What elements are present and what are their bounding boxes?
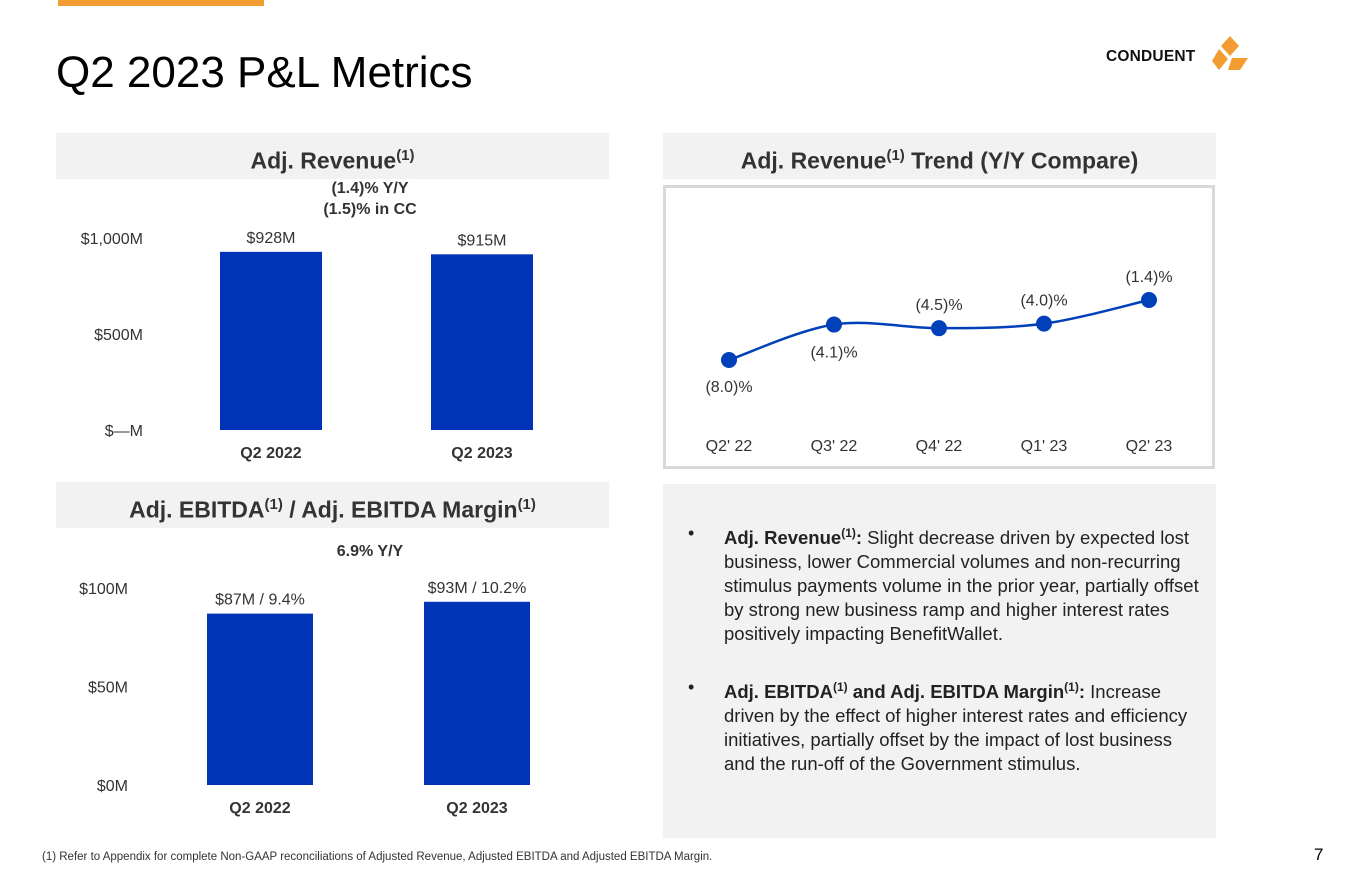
trend-heading-text: Adj. Revenue	[740, 147, 887, 174]
ebitda-category-label: Q2 2022	[229, 800, 290, 817]
trend-panel-heading: Adj. Revenue(1) Trend (Y/Y Compare)	[663, 133, 1216, 179]
bullet-revenue: Adj. Revenue(1): Slight decrease driven …	[688, 521, 1199, 646]
trend-heading-sup: (1)	[886, 147, 905, 164]
ebitda-ytick-label: $0M	[97, 778, 128, 795]
trend-category-label: Q3' 22	[811, 438, 858, 455]
trend-data-label: (4.5)%	[915, 297, 962, 314]
revenue-panel-heading: Adj. Revenue(1)	[56, 133, 609, 179]
trend-heading-rest: Trend (Y/Y Compare)	[904, 147, 1139, 174]
trend-data-point	[931, 320, 947, 337]
bullet-revenue-text: Slight decrease driven by expected lost …	[724, 527, 1199, 645]
revenue-yoy-line1: (1.4)% Y/Y	[331, 180, 409, 197]
bullet-revenue-label: Adj. Revenue(1):	[724, 526, 863, 549]
revenue-bar	[220, 251, 322, 430]
trend-data-point	[1036, 315, 1052, 332]
ebitda-bar-chart: $0M $50M $100M $87M / 9.4% Q2 2022 $93M / 10.…	[79, 580, 530, 817]
revenue-ytick-label: $—M	[105, 423, 143, 440]
ebitda-category-label: Q2 2023	[446, 800, 507, 817]
ebitda-bar	[207, 613, 313, 785]
ebitda-heading-sup-a: (1)	[264, 496, 283, 513]
trend-data-point	[721, 352, 737, 368]
trend-data-label: (4.0)%	[1020, 293, 1067, 310]
logo-mark-icon	[1212, 36, 1248, 70]
ebitda-bar	[424, 601, 530, 785]
trend-data-label: (4.1)%	[810, 345, 857, 362]
trend-data-point	[1141, 292, 1157, 308]
revenue-heading-sup: (1)	[396, 147, 415, 164]
revenue-heading-text: Adj. Revenue	[250, 147, 397, 174]
trend-data-label: (1.4)%	[1125, 269, 1172, 286]
trend-category-label: Q2' 22	[706, 438, 753, 455]
trend-data-point	[826, 316, 842, 333]
logo-wordmark: CONDUENT	[1106, 48, 1196, 65]
trend-category-label: Q1' 23	[1021, 438, 1068, 455]
page-title: Q2 2023 P&L Metrics	[56, 48, 473, 97]
revenue-trend-line-chart: (8.0)% Q2' 22 (4.1)% Q3' 22 (4.5)% Q4' 22 (4.0…	[663, 185, 1215, 469]
ebitda-data-label: $87M / 9.4%	[215, 592, 305, 609]
revenue-category-label: Q2 2023	[451, 445, 512, 462]
footnote: (1) Refer to Appendix for complete Non-G…	[42, 851, 713, 863]
top-accent-bar	[58, 0, 264, 6]
ebitda-ytick-label: $50M	[88, 680, 128, 697]
ebitda-yoy: 6.9% Y/Y	[336, 543, 404, 560]
revenue-bar	[431, 254, 533, 430]
ebitda-data-label: $93M / 10.2%	[428, 580, 527, 597]
bullet-ebitda: Adj. EBITDA(1) and Adj. EBITDA Margin(1)…	[688, 675, 1199, 776]
revenue-data-label: $928M	[247, 230, 296, 247]
revenue-data-label: $915M	[458, 232, 507, 249]
trend-category-label: Q4' 22	[916, 438, 963, 455]
conduent-logo: CONDUENT	[1104, 34, 1254, 76]
trend-category-label: Q2' 23	[1126, 438, 1173, 455]
page-number: 7	[1314, 845, 1324, 864]
revenue-ytick-label: $500M	[94, 327, 143, 344]
trend-data-label: (8.0)%	[705, 379, 752, 396]
revenue-ytick-label: $1,000M	[81, 231, 143, 248]
revenue-category-label: Q2 2022	[240, 445, 301, 462]
ebitda-heading-a: Adj. EBITDA	[129, 496, 265, 523]
revenue-yoy-line2: (1.5)% in CC	[323, 201, 417, 218]
bullet-ebitda-label: Adj. EBITDA(1) and Adj. EBITDA Margin(1)…	[724, 680, 1085, 703]
revenue-bar-chart: $—M $500M $1,000M $928M Q2 2022 $915M Q2 2023	[81, 230, 533, 462]
ebitda-heading-sup-b: (1)	[517, 496, 536, 513]
ebitda-heading-b: / Adj. EBITDA Margin	[282, 496, 518, 523]
ebitda-panel-heading: Adj. EBITDA(1) / Adj. EBITDA Margin(1)	[56, 482, 609, 528]
ebitda-ytick-label: $100M	[79, 581, 128, 598]
bullet-ebitda-text: Increase driven by the effect of higher …	[724, 681, 1188, 775]
